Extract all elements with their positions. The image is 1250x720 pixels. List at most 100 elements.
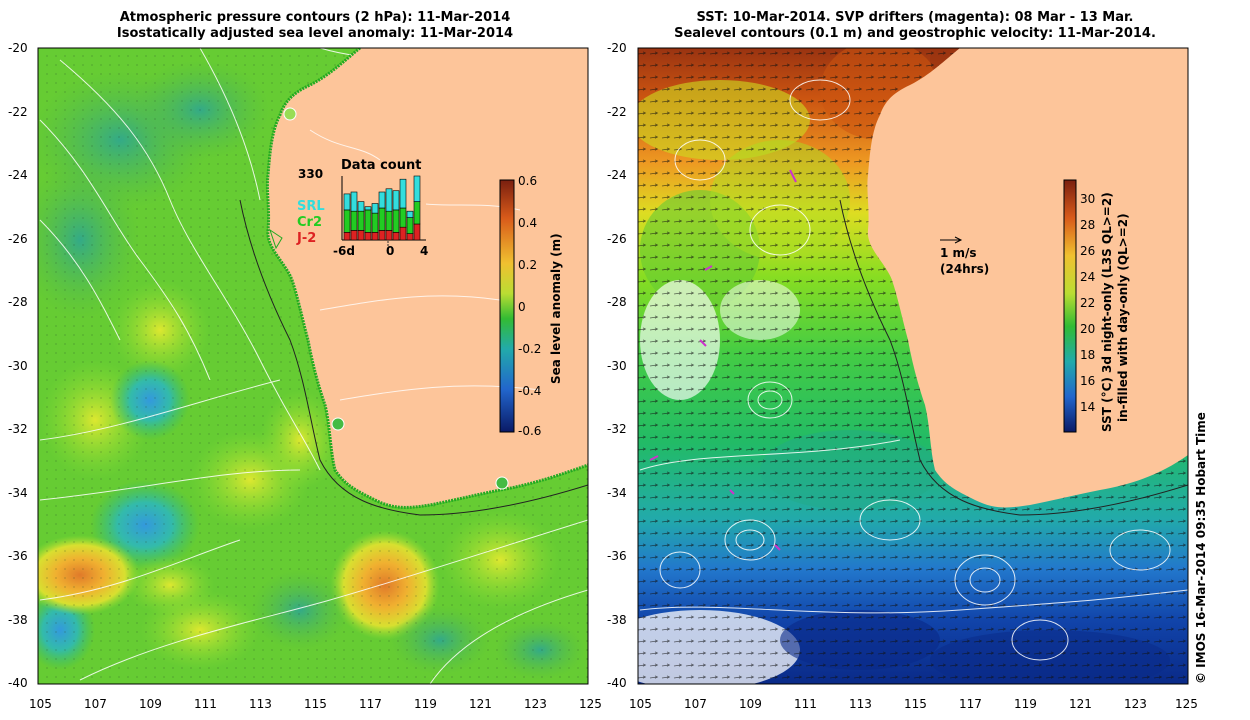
left-xtick: 121 — [469, 697, 492, 711]
sst-tick-20: 20 — [1080, 322, 1096, 336]
inset-bar-cr2 — [343, 209, 351, 233]
inset-bar-cr2 — [399, 207, 407, 228]
inset-bar-j2 — [413, 223, 421, 241]
left-ytick: -34 — [8, 486, 28, 500]
inset-bar-j2 — [364, 232, 372, 241]
data-count-inset — [340, 174, 426, 248]
left-ytick: -38 — [8, 613, 28, 627]
right-xtick: 123 — [1124, 697, 1147, 711]
inset-title: Data count — [341, 158, 422, 173]
inset-bar-j2 — [406, 233, 414, 241]
left-xtick: 119 — [414, 697, 437, 711]
inset-bar-cr2 — [413, 201, 421, 225]
inset-bar-cr2 — [392, 209, 400, 233]
inset-xlabel-end: 4 — [420, 244, 429, 258]
inset-bar-srl — [399, 178, 407, 209]
right-ytick: -22 — [607, 105, 627, 119]
sst-tick-22: 22 — [1080, 296, 1096, 310]
sst-tick-18: 18 — [1080, 348, 1096, 362]
sst-tick-26: 26 — [1080, 244, 1096, 258]
left-ytick: -36 — [8, 549, 28, 563]
left-ytick: -22 — [8, 105, 28, 119]
right-ytick: -40 — [607, 676, 627, 690]
left-title-line1: Atmospheric pressure contours (2 hPa): 1… — [119, 10, 511, 25]
inset-bar-srl — [343, 193, 351, 211]
inset-bar-j2 — [399, 226, 407, 241]
velocity-sub-label: (24hrs) — [940, 262, 990, 276]
inset-bar-j2 — [371, 232, 379, 241]
inset-bar-srl — [371, 203, 379, 214]
inset-bar-j2 — [378, 230, 386, 241]
sla-tick-6: -0.6 — [518, 424, 542, 438]
inset-bar-j2 — [343, 232, 351, 241]
inset-bar-j2 — [392, 232, 400, 241]
inset-bar-cr2 — [406, 217, 414, 234]
velocity-scale-arrow — [940, 236, 963, 244]
inset-bar-cr2 — [385, 210, 393, 231]
left-ytick: -20 — [8, 41, 28, 55]
inset-bar-j2 — [385, 230, 393, 241]
inset-bar-srl — [364, 206, 372, 211]
left-xtick: 117 — [359, 697, 382, 711]
inset-bar-cr2 — [371, 212, 379, 233]
sst-map — [638, 48, 1188, 684]
right-map-frame — [637, 47, 1189, 685]
sst-colorbar-label-line1: SST (°C) 3d night-only (L3S QL>=2) — [1100, 192, 1114, 432]
right-xtick: 115 — [904, 697, 927, 711]
right-xtick: 113 — [849, 697, 872, 711]
sst-tick-16: 16 — [1080, 374, 1096, 388]
right-xtick: 111 — [794, 697, 817, 711]
inset-bar-srl — [413, 175, 421, 202]
inset-xlabel-start: -6d — [333, 244, 355, 258]
left-xtick: 111 — [194, 697, 217, 711]
inset-bar-j2 — [357, 230, 365, 241]
right-xtick: 109 — [739, 697, 762, 711]
left-xtick: 115 — [304, 697, 327, 711]
right-ytick: -24 — [607, 168, 627, 182]
left-ytick: -26 — [8, 232, 28, 246]
left-ytick: -24 — [8, 168, 28, 182]
sla-tick-0: 0.6 — [518, 174, 538, 188]
left-ytick: -28 — [8, 295, 28, 309]
inset-legend-j2: J-2 — [297, 231, 317, 246]
right-xtick: 121 — [1069, 697, 1092, 711]
left-ytick: -40 — [8, 676, 28, 690]
right-ytick: -28 — [607, 295, 627, 309]
left-xtick: 125 — [579, 697, 602, 711]
imos-credit: © IMOS 16-Mar-2014 09:35 Hobart Time — [1194, 412, 1208, 684]
right-ytick: -34 — [607, 486, 627, 500]
sst-tick-30: 30 — [1080, 192, 1096, 206]
right-title-line2: Sealevel contours (0.1 m) and geostrophi… — [674, 26, 1156, 41]
right-ytick: -30 — [607, 359, 627, 373]
sla-tick-1: 0.4 — [518, 216, 538, 230]
inset-bar-j2 — [350, 230, 358, 241]
left-ytick: -30 — [8, 359, 28, 373]
right-xtick: 125 — [1175, 697, 1198, 711]
sst-tick-14: 14 — [1080, 400, 1096, 414]
inset-bar-cr2 — [378, 207, 386, 231]
sst-tick-28: 28 — [1080, 218, 1096, 232]
right-xtick: 117 — [959, 697, 982, 711]
inset-bar-cr2 — [364, 209, 372, 233]
right-ytick: -20 — [607, 41, 627, 55]
sla-tick-5: -0.4 — [518, 384, 542, 398]
right-ytick: -26 — [607, 232, 627, 246]
sla-colorbar-label: Sea level anomaly (m) — [549, 233, 563, 384]
right-xtick: 107 — [684, 697, 707, 711]
inset-bar-cr2 — [350, 210, 358, 231]
inset-max-label: 330 — [298, 167, 324, 181]
inset-bar-cr2 — [357, 210, 365, 231]
sla-colorbar — [499, 179, 515, 433]
left-xtick: 107 — [84, 697, 107, 711]
right-xtick: 119 — [1014, 697, 1037, 711]
right-xtick: 105 — [629, 697, 652, 711]
inset-bar-srl — [385, 188, 393, 212]
left-xtick: 123 — [524, 697, 547, 711]
inset-legend-srl: SRL — [297, 199, 325, 214]
sla-map — [38, 48, 588, 684]
inset-bar-srl — [350, 191, 358, 212]
sla-tick-3: 0 — [518, 300, 526, 314]
left-title-line2: Isostatically adjusted sea level anomaly… — [116, 26, 514, 41]
inset-bar-srl — [357, 201, 365, 212]
